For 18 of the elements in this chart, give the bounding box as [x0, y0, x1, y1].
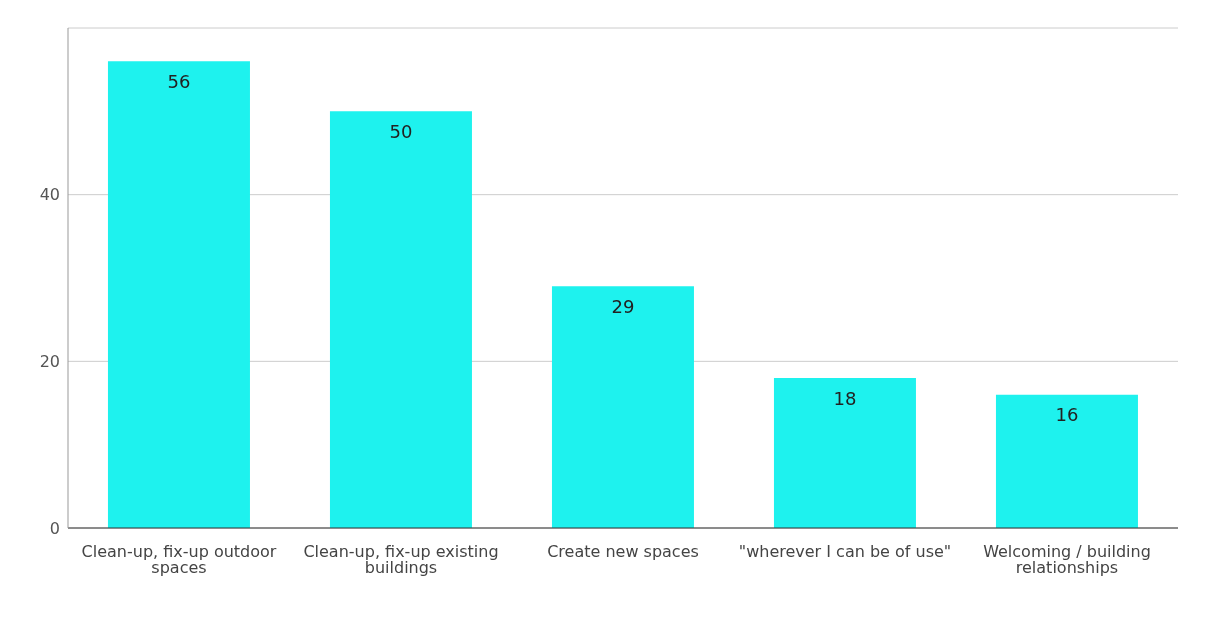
x-tick-label: Create new spaces [547, 542, 699, 562]
bar [107, 61, 250, 528]
y-tick-label: 20 [39, 352, 60, 372]
bar [329, 111, 472, 528]
x-tick-label: Clean-up, fix-up outdoor spaces [81, 542, 277, 578]
y-tick-label: 0 [49, 518, 60, 538]
data-label: 56 [167, 71, 191, 93]
data-label: 29 [611, 296, 635, 318]
bar [995, 394, 1138, 528]
bar [551, 286, 694, 528]
x-tick-label: Clean-up, fix-up existing buildings [303, 542, 499, 578]
y-tick-label: 40 [39, 185, 60, 205]
x-tick-label: Welcoming / building relationships [983, 542, 1151, 578]
bar [773, 378, 916, 528]
data-label: 18 [833, 387, 857, 409]
data-label: 50 [389, 121, 413, 143]
x-tick-label: "wherever I can be of use" [738, 542, 952, 562]
data-label: 16 [1055, 404, 1079, 426]
